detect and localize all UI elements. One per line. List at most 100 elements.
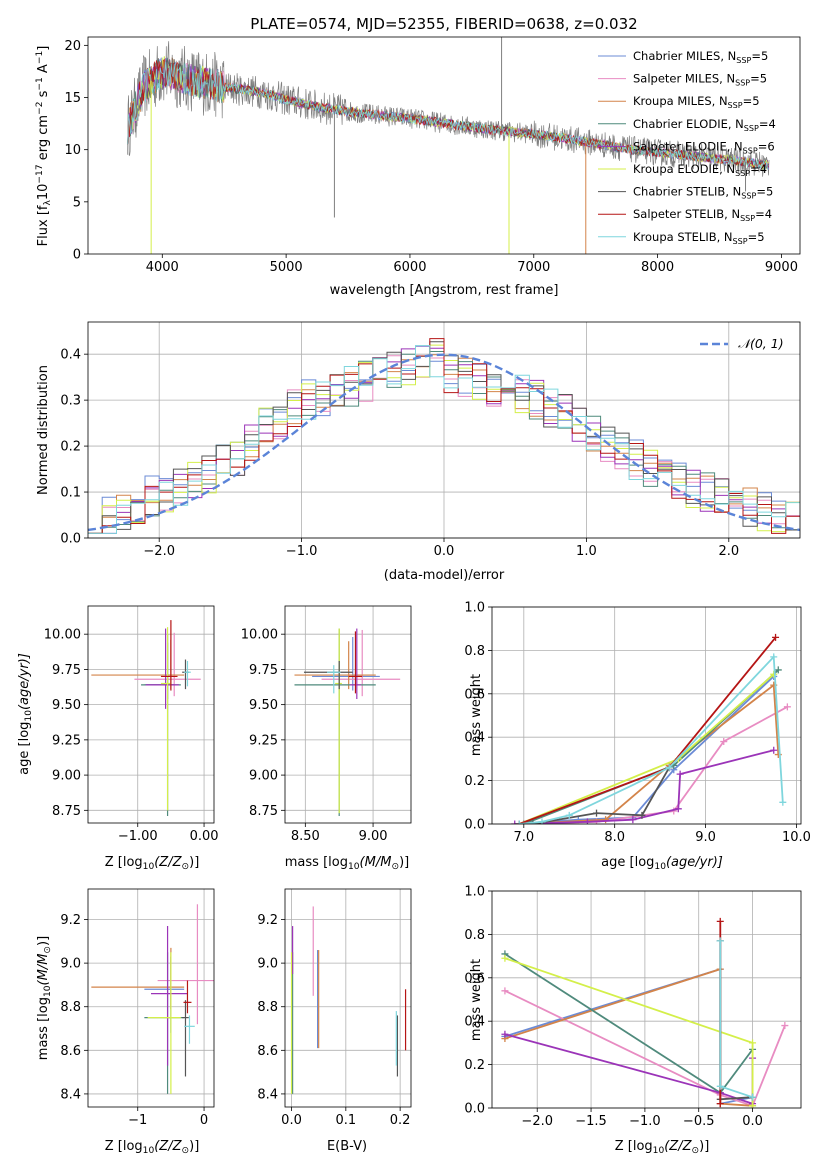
x-axis-label-part: )] <box>699 1139 709 1154</box>
y-axis-label-part: Flux [f <box>36 205 51 246</box>
legend-label-part: =5 <box>750 72 767 86</box>
y-tick-label: 8.8 <box>60 1000 81 1015</box>
mw-point <box>583 818 591 824</box>
mw-line-chabrier-elodie <box>504 953 754 1095</box>
mw-point <box>538 818 546 824</box>
y-tick-label: 15 <box>64 91 81 106</box>
x-tick-label: 0.2 <box>390 1113 411 1128</box>
y-tick-label: 0.0 <box>464 1102 485 1117</box>
plot-area-massweight-vs-age <box>511 633 791 824</box>
legend-label: Salpeter ELODIE, NSSP=6 <box>633 139 775 155</box>
x-axis-label-part: 10 <box>653 1146 665 1156</box>
y-axis-label-part: A <box>36 64 51 77</box>
legend-label: Chabrier STELIB, NSSP=5 <box>633 185 773 201</box>
x-axis-label-part: ⊙ <box>692 1146 700 1156</box>
legend-label-part: SSP <box>735 169 750 178</box>
legend-label-part: =5 <box>751 49 768 63</box>
axes-frame <box>284 605 412 824</box>
y-axis-label-part: 10 <box>43 985 53 997</box>
y-tick-label: 8.75 <box>249 804 278 819</box>
y-tick-label: 0.2 <box>464 774 485 789</box>
y-axis-label-part: age [log <box>17 722 32 775</box>
mw-point <box>716 937 724 945</box>
y-axis-label-part: ⊙ <box>43 946 53 954</box>
x-axis-label: (data-model)/error <box>384 568 505 583</box>
mw-line-salpeter-stelib <box>518 636 777 824</box>
mw-point <box>781 1022 789 1030</box>
mw-point <box>501 954 509 962</box>
panel-mass-vs-Z: −1 08.48.68.89.09.2Z [log10(Z/Z⊙)]mass [l… <box>36 888 215 1156</box>
axes-frame <box>87 36 801 255</box>
panel-mass-vs-ebv: 0.0 0.1 0.2 8.4 8.6 8.8 9.0 9.2 E(B-V) <box>257 888 412 1154</box>
y-tick-label: 0.0 <box>464 818 485 833</box>
y-axis-label-part: (age/yr)] <box>17 653 32 710</box>
hist-salpeter-stelib <box>88 338 800 534</box>
x-axis-label-part: (Z/Z <box>154 855 182 870</box>
axes-frame <box>491 890 802 1109</box>
legend-label-part: SSP <box>740 214 755 223</box>
x-axis-label: Z [log10(Z/Z⊙)] <box>105 855 200 872</box>
x-tick-label: −1 <box>128 1113 147 1128</box>
mw-point <box>674 805 682 813</box>
plot-area-mass-vs-Z <box>91 904 214 1094</box>
x-axis-label-part: Z [log <box>105 1139 143 1154</box>
legend-label-part: SSP <box>733 237 748 246</box>
plot-area-age-vs-mass <box>294 628 401 816</box>
y-tick-label: 20 <box>64 39 81 54</box>
legend-label-part: =4 <box>755 207 772 221</box>
x-tick-label: 0.0 <box>281 1113 302 1128</box>
x-tick-label: 0 <box>200 1113 208 1128</box>
x-tick-label: 5000 <box>270 260 303 275</box>
x-axis-label-part: 10 <box>348 862 360 872</box>
x-axis-label: wavelength [Angstrom, rest frame] <box>330 283 559 298</box>
y-tick-label: 8.8 <box>257 1000 278 1015</box>
x-axis-label-part: )] <box>399 855 409 870</box>
x-tick-label: −1.00 <box>118 829 158 844</box>
legend-label-part: =5 <box>743 94 760 108</box>
mw-line-chabrier-stelib <box>719 940 753 1101</box>
panel-age-vs-Z: −1.00 0.00 8.75 9.00 9.25 9.50 9.75 10.00 Z [log… <box>17 605 219 872</box>
mw-line-kroupa-elodie <box>504 957 754 1106</box>
y-tick-label: 0.0 <box>60 532 81 547</box>
gaussian-curve <box>88 353 800 532</box>
legend-label: Kroupa STELIB, NSSP=5 <box>633 230 765 246</box>
legend-label-part: SSP <box>743 146 758 155</box>
panel-age-vs-mass: 8.50 9.00 8.75 9.00 9.25 9.50 9.75 10.00 mass [l… <box>241 605 412 872</box>
y-tick-label: 0.1 <box>60 486 81 501</box>
y-tick-label: 9.0 <box>257 957 278 972</box>
x-tick-label: 0.0 <box>742 1114 763 1129</box>
x-axis-label-part: (Z/Z <box>664 1139 692 1154</box>
mw-point <box>665 764 673 772</box>
x-axis-label: Z [log10(Z/Z⊙)] <box>615 1139 710 1156</box>
x-tick-label: 0.0 <box>434 544 455 559</box>
x-tick-label: 7.0 <box>513 830 534 845</box>
y-tick-label: 9.0 <box>60 957 81 972</box>
y-axis-label-part: s <box>36 90 51 101</box>
mw-point <box>772 633 780 641</box>
mw-point <box>716 1082 724 1090</box>
legend-label-part: Salpeter ELODIE, N <box>633 139 743 153</box>
mw-point <box>774 666 782 674</box>
y-axis-label-part: 10 <box>24 710 34 722</box>
x-tick-label: 0.00 <box>190 829 219 844</box>
y-tick-label: 10 <box>64 143 81 158</box>
legend-label-part: SSP <box>744 124 759 133</box>
legend-label-part: Chabrier MILES, N <box>633 49 736 63</box>
y-axis-label: Flux [fλ10−17 erg cm−2 s−1 A−1] <box>35 46 53 247</box>
x-tick-label: 6000 <box>393 260 426 275</box>
y-tick-label: 9.00 <box>52 769 81 784</box>
legend-label: Kroupa ELODIE, NSSP=4 <box>633 162 767 178</box>
y-tick-label: 9.75 <box>249 663 278 678</box>
y-tick-label: 8.75 <box>52 804 81 819</box>
mw-point <box>749 1039 757 1047</box>
x-axis-label-part: Z [log <box>615 1139 653 1154</box>
plot-area-age-vs-Z <box>91 620 201 816</box>
x-axis-label-part: mass [log <box>285 855 348 870</box>
y-axis-label-part: (M/M <box>36 954 51 986</box>
y-axis-label-part: −17 <box>35 164 45 183</box>
mw-line-kroupa-stelib <box>519 654 784 824</box>
x-axis-label: age [log10(age/yr)] <box>601 855 723 872</box>
x-tick-label: −0.5 <box>683 1114 715 1129</box>
x-axis-label-part: (age/yr)] <box>666 855 723 870</box>
mw-line-salpeter-elodie <box>514 749 774 824</box>
